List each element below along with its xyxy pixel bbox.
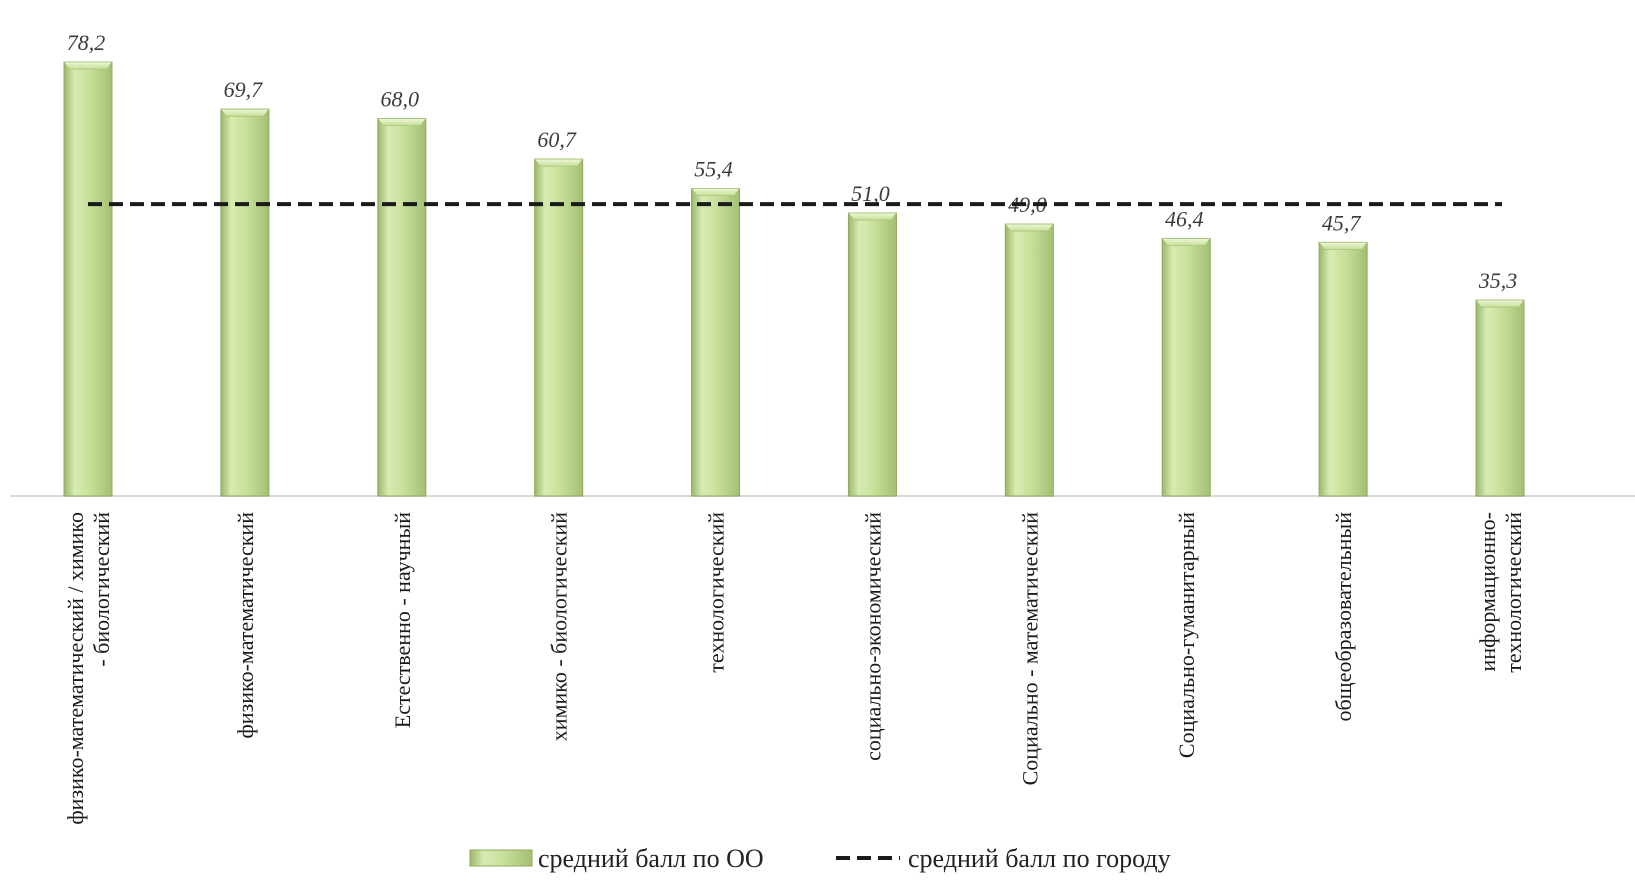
bar xyxy=(64,62,112,496)
data-label: 68,0 xyxy=(381,87,420,112)
bar-top-bevel xyxy=(1162,238,1210,245)
bar-top-bevel xyxy=(1005,224,1053,231)
x-tick-label-line: технологический xyxy=(1501,512,1526,673)
x-tick-label-line: - биологический xyxy=(89,512,114,667)
bar xyxy=(848,213,896,496)
x-tick-label: информационно-технологический xyxy=(1475,512,1526,673)
bar xyxy=(221,109,269,496)
x-tick-label-line: физико-математический / химико xyxy=(63,512,88,825)
bar xyxy=(692,189,740,496)
bar-top-bevel xyxy=(378,119,426,126)
x-tick-label-line: технологический xyxy=(704,512,729,673)
data-label: 46,4 xyxy=(1165,206,1204,231)
bar-top-bevel xyxy=(64,62,112,69)
x-tick-label: социально-экономический xyxy=(860,512,885,761)
x-tick-label-line: химико - биологический xyxy=(547,512,572,741)
x-tick-label: химико - биологический xyxy=(547,512,572,741)
x-tick-label: Социально-гуманитарный xyxy=(1174,512,1199,758)
legend-bar-swatch xyxy=(470,850,532,866)
data-label: 69,7 xyxy=(224,77,264,102)
data-label: 60,7 xyxy=(537,127,577,152)
x-tick-label-line: Естественно - научный xyxy=(390,512,415,728)
x-tick-label: физико-математический / химико- биологич… xyxy=(63,512,114,825)
bar xyxy=(1162,238,1210,496)
data-label: 35,3 xyxy=(1478,268,1518,293)
bar-top-bevel xyxy=(221,109,269,116)
bar-top-bevel xyxy=(1319,242,1367,249)
bar xyxy=(1319,242,1367,496)
bar xyxy=(378,119,426,496)
x-tick-label: Социально - математический xyxy=(1017,512,1042,786)
bar xyxy=(1005,224,1053,496)
x-tick-label-line: Социально-гуманитарный xyxy=(1174,512,1199,758)
data-label: 78,2 xyxy=(67,30,106,55)
x-tick-label-line: физико-математический xyxy=(233,512,258,739)
bar-top-bevel xyxy=(1476,300,1524,307)
bar xyxy=(1476,300,1524,496)
x-tick-label-line: информационно- xyxy=(1475,512,1500,671)
x-tick-label-line: социально-экономический xyxy=(860,512,885,761)
data-label: 55,4 xyxy=(694,157,733,182)
bar xyxy=(535,159,583,496)
legend-label-school: средний балл по ОО xyxy=(538,844,764,873)
bar-top-bevel xyxy=(692,189,740,196)
x-tick-label: Естественно - научный xyxy=(390,512,415,728)
x-tick-label-line: общеобразовательный xyxy=(1331,512,1356,722)
bar-top-bevel xyxy=(848,213,896,220)
x-tick-label-line: Социально - математический xyxy=(1017,512,1042,786)
x-tick-label: общеобразовательный xyxy=(1331,512,1356,722)
x-tick-label: физико-математический xyxy=(233,512,258,739)
data-label: 45,7 xyxy=(1322,210,1362,235)
legend-label-city: средний балл по городу xyxy=(908,844,1171,873)
bar-top-bevel xyxy=(535,159,583,166)
x-tick-label: технологический xyxy=(704,512,729,673)
